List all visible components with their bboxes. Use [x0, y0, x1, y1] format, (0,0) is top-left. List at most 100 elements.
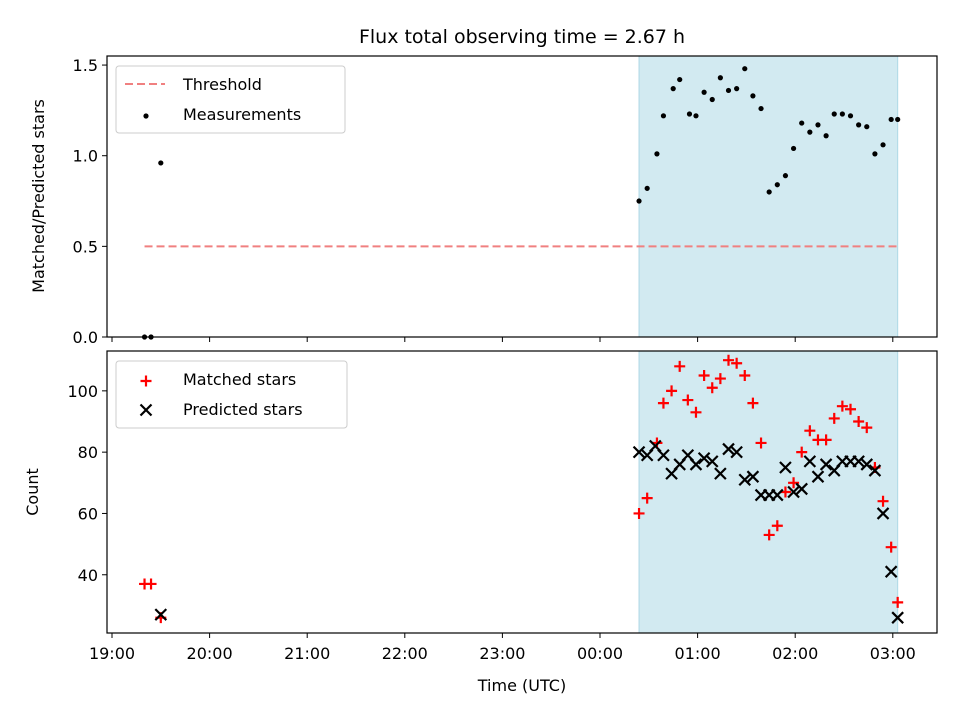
measurement-point [856, 122, 862, 128]
measurement-point [774, 182, 780, 188]
y-tick-label: 80 [78, 443, 98, 462]
measurement-point [895, 116, 901, 123]
predicted-star-point [819, 458, 833, 471]
top-y-axis-label: Matched/Predicted stars [29, 99, 48, 293]
matched-star-point [739, 370, 751, 382]
x-tick-label: 23:00 [479, 644, 525, 663]
y-tick-label: 0.5 [73, 237, 98, 256]
measurement-point [677, 76, 683, 83]
measurement-point [725, 87, 732, 94]
observing-span [638, 350, 899, 634]
measurement-point [636, 198, 642, 204]
matched-star-point [731, 357, 743, 369]
matched-star-point [690, 406, 702, 418]
legend-measurements-label: Measurements [183, 105, 301, 124]
matched-star-point [804, 425, 816, 437]
matched-star-point [666, 385, 678, 397]
matched-star-point [885, 541, 897, 553]
predicted-star-point [697, 452, 711, 465]
matched-star-point [145, 578, 157, 590]
x-tick-label: 21:00 [284, 644, 330, 663]
predicted-star-point [860, 458, 874, 471]
y-tick-label: 100 [67, 382, 98, 401]
top-panel: 0.0 0.5 1.0 1.5 Threshold Measurements [73, 55, 938, 347]
measurement-point [717, 75, 723, 81]
measurement-point [654, 151, 660, 157]
measurement-point [766, 189, 772, 195]
measurement-point [693, 113, 699, 119]
x-tick-label: 22:00 [382, 644, 428, 663]
measurement-point [758, 105, 764, 112]
predicted-star-point [154, 608, 168, 621]
predicted-star-point [730, 445, 743, 459]
measurement-point [644, 185, 650, 191]
legend-predicted-swatch [139, 403, 153, 417]
predicted-star-point [738, 473, 752, 487]
measurement-point [660, 113, 667, 119]
measurement-point [750, 93, 756, 99]
predicted-star-point [771, 488, 784, 502]
x-tick-label: 02:00 [772, 644, 818, 663]
predicted-star-point [868, 464, 882, 477]
y-tick-label: 0.0 [73, 328, 98, 347]
matched-star-point [788, 477, 800, 489]
measurement-point [815, 122, 821, 128]
predicted-star-point [722, 442, 735, 456]
measurement-point [686, 111, 693, 117]
legend-matched-label: Matched stars [183, 370, 296, 389]
measurement-point [799, 120, 805, 126]
y-tick-label: 60 [78, 504, 98, 523]
predicted-star-point [779, 461, 792, 474]
bottom-y-axis-label: Count [23, 468, 42, 516]
matched-star-point [820, 434, 832, 446]
matched-star-point [853, 416, 865, 427]
predicted-star-point [787, 485, 800, 499]
x-tick-label: 03:00 [870, 644, 916, 663]
predicted-star-point [632, 445, 646, 459]
axes-frame [106, 350, 938, 634]
matched-star-point [771, 520, 783, 532]
measurement-point [701, 89, 707, 95]
measurement-point [742, 66, 748, 72]
x-axis-label: Time (UTC) [477, 676, 566, 695]
y-tick-label: 1.5 [73, 56, 98, 75]
measurement-point [670, 86, 676, 92]
x-tick-label: 01:00 [675, 644, 721, 663]
y-tick-label: 40 [78, 566, 98, 585]
legend-predicted-label: Predicted stars [183, 400, 303, 419]
bottom-legend: Matched stars Predicted stars [115, 360, 348, 429]
legend-matched-swatch [140, 375, 152, 387]
matched-star-point [706, 382, 718, 394]
measurement-point [880, 142, 886, 148]
top-legend: Threshold Measurements [115, 65, 346, 134]
matched-star-point [877, 495, 889, 507]
predicted-star-point [689, 458, 703, 471]
matched-star-point [861, 422, 873, 434]
measurement-point [158, 160, 164, 166]
matched-star-point [892, 596, 904, 608]
measurement-point [709, 96, 715, 103]
matched-star-point [657, 397, 669, 409]
measurement-point [864, 124, 870, 130]
matched-star-point [845, 403, 857, 415]
observing-span [638, 55, 899, 338]
matched-star-point [763, 529, 775, 541]
matched-star-point [698, 370, 710, 382]
y-tick-label: 1.0 [73, 147, 98, 166]
predicted-star-point [811, 470, 825, 483]
x-tick-label: 20:00 [187, 644, 233, 663]
measurement-point [831, 111, 837, 117]
matched-star-point [682, 394, 694, 406]
bottom-panel: 40 60 80 100 19:00 20:00 21:00 22:00 23:00 00:00 0… [67, 350, 938, 663]
axes-frame [106, 55, 938, 338]
measurement-point [847, 113, 854, 119]
predicted-star-point [657, 448, 670, 462]
predicted-star-point [891, 611, 904, 624]
measurement-point [782, 173, 789, 179]
measurement-point [839, 111, 845, 117]
legend-measurement-swatch [143, 113, 149, 119]
x-tick-label: 19:00 [89, 644, 135, 663]
measurement-point [807, 129, 813, 135]
matched-star-point [674, 360, 686, 372]
